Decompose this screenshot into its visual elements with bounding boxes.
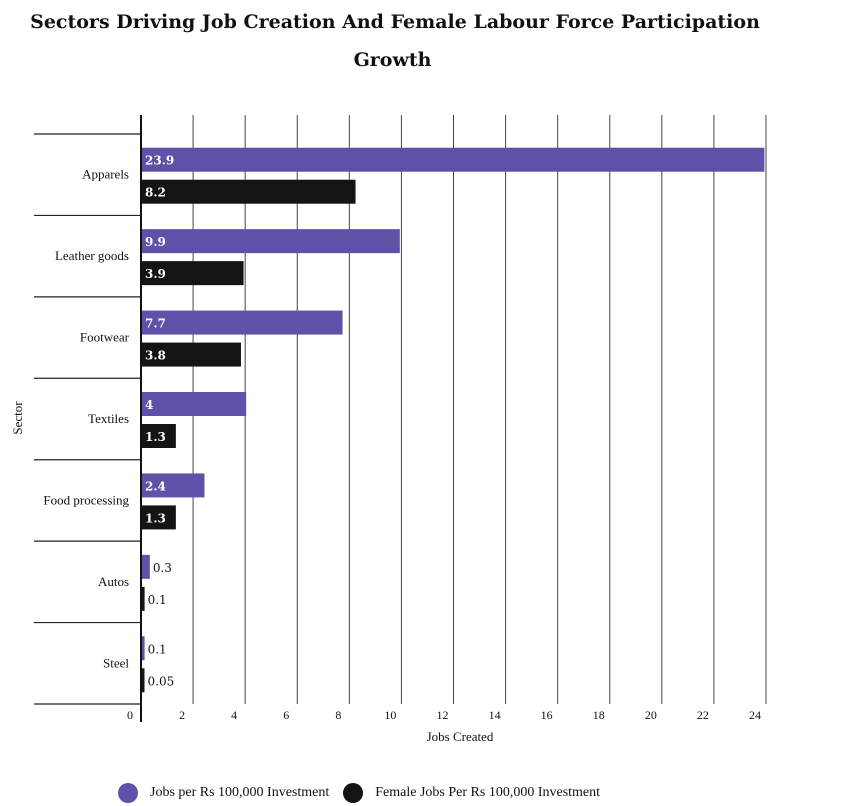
bar-1-2	[142, 342, 241, 367]
x-tick-label-24: 24	[749, 708, 761, 722]
data-label-0-3: 4	[145, 398, 153, 412]
x-tick-label-8: 8	[335, 708, 341, 722]
category-label-2: Footwear	[80, 330, 130, 345]
chart-title-line2: Growth	[353, 49, 432, 71]
legend-label-female-jobs: Female Jobs Per Rs 100,000 Investment	[375, 785, 601, 800]
chart-title-line1: Sectors Driving Job Creation And Female …	[30, 11, 760, 33]
y-axis-label: Sector	[10, 401, 25, 435]
bar-0-2	[142, 310, 343, 335]
legend-item-female-jobs[interactable]: Female Jobs Per Rs 100,000 Investment	[343, 783, 600, 803]
category-label-4: Food processing	[43, 492, 129, 507]
bar-1-5	[142, 586, 145, 611]
data-label-1-5: 0.1	[148, 593, 167, 607]
x-tick-label-14: 14	[489, 708, 501, 722]
data-label-1-1: 3.9	[145, 267, 166, 281]
x-tick-label-6: 6	[283, 708, 289, 722]
data-label-1-0: 8.2	[145, 186, 166, 200]
category-label-0: Apparels	[82, 167, 129, 182]
bar-0-5	[142, 554, 150, 579]
bar-1-0	[142, 179, 356, 204]
bar-1-3	[142, 424, 176, 448]
legend-label-jobs: Jobs per Rs 100,000 Investment	[150, 785, 330, 800]
data-label-1-6: 0.05	[148, 674, 175, 688]
x-tick-label-2: 2	[179, 708, 185, 722]
legend-swatch-jobs	[118, 783, 138, 803]
x-tick-label-10: 10	[384, 708, 396, 722]
x-tick-label-0: 0	[127, 708, 133, 722]
bar-0-1	[142, 229, 400, 254]
data-label-0-2: 7.7	[145, 317, 166, 331]
bar-1-4	[142, 505, 176, 530]
data-label-1-3: 1.3	[145, 430, 166, 444]
x-tick-label-18: 18	[593, 708, 605, 722]
data-label-0-4: 2.4	[145, 479, 166, 493]
category-label-5: Autos	[98, 574, 129, 589]
bar-0-0	[142, 147, 765, 172]
chart-legend: Jobs per Rs 100,000 Investment Female Jo…	[118, 780, 614, 806]
legend-item-jobs[interactable]: Jobs per Rs 100,000 Investment	[118, 783, 329, 803]
bar-0-6	[142, 636, 145, 661]
data-label-1-2: 3.8	[145, 349, 166, 363]
category-label-1: Leather goods	[55, 248, 129, 263]
data-label-0-0: 23.9	[145, 154, 174, 168]
bar-0-3	[142, 392, 247, 416]
data-label-1-4: 1.3	[145, 511, 166, 525]
data-label-0-6: 0.1	[148, 642, 167, 656]
category-label-3: Textiles	[88, 411, 129, 426]
category-label-6: Steel	[103, 655, 129, 670]
x-tick-label-12: 12	[437, 708, 449, 722]
x-axis-label: Jobs Created	[427, 729, 494, 744]
data-label-0-1: 9.9	[145, 235, 166, 249]
bar-0-4	[142, 473, 205, 498]
bar-1-1	[142, 261, 244, 286]
x-tick-label-16: 16	[541, 708, 553, 722]
bar-1-6	[142, 668, 145, 693]
x-tick-label-4: 4	[231, 708, 237, 722]
x-tick-label-22: 22	[697, 708, 709, 722]
legend-swatch-female-jobs	[343, 783, 364, 803]
x-tick-label-20: 20	[645, 708, 657, 722]
data-label-0-5: 0.3	[153, 561, 172, 575]
